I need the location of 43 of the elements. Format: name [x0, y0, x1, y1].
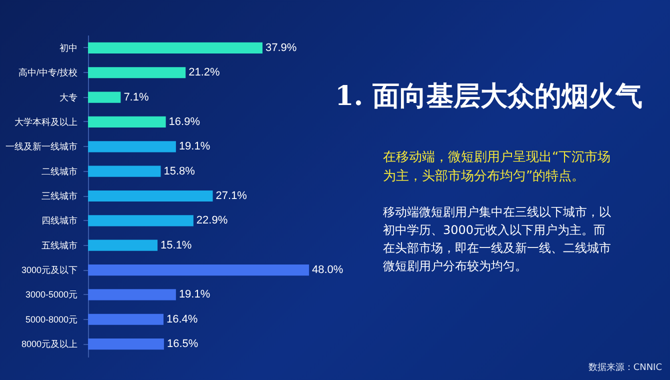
- y-tick-label: 大学本科及以上: [14, 116, 78, 127]
- y-tick-label: 大专: [60, 92, 78, 102]
- data-label: 16.4%: [166, 313, 198, 326]
- y-tick-label: 三线城市: [42, 191, 78, 201]
- data-label: 7.1%: [124, 91, 149, 104]
- data-label: 15.8%: [164, 165, 196, 178]
- bar: [88, 240, 158, 251]
- bar: [88, 314, 164, 325]
- y-tick-label: 3000元及以下: [21, 265, 78, 276]
- y-tick-label: 3000-5000元: [25, 290, 78, 300]
- data-label: 27.1%: [216, 190, 248, 202]
- y-tick-label: 8000元及以上: [21, 339, 78, 350]
- text: 移动端微短剧用户集中在三线以下城市，以初中学历、3000元收入以下用户为主。而在头部市场，即在一线及新一线、二线城市微短剧用户分布较为均匀。: [383, 204, 612, 275]
- data-label: 16.5%: [166, 338, 198, 350]
- bar: [88, 67, 186, 78]
- bar: [88, 92, 121, 103]
- data-label: 16.9%: [168, 116, 200, 128]
- y-tick-label: 二线城市: [42, 166, 78, 176]
- data-label: 15.1%: [160, 239, 192, 252]
- bar: [88, 42, 262, 54]
- data-label: 19.1%: [178, 140, 210, 153]
- data-label: 48.0%: [312, 264, 344, 276]
- bar: [88, 215, 194, 226]
- data-label: 37.9%: [266, 42, 297, 54]
- y-tick-label: 四线城市: [42, 216, 78, 226]
- text: 1. 面向基层大众的烟火气: [335, 80, 643, 114]
- bar: [88, 141, 176, 152]
- bar: [88, 116, 166, 128]
- y-tick-label: 初中: [60, 42, 78, 53]
- y-tick-label: 高中/中专/技校: [18, 68, 78, 78]
- bar: [88, 190, 213, 202]
- y-tick-label: 五线城市: [42, 240, 78, 250]
- bar: [88, 166, 161, 177]
- data-label: 21.2%: [188, 66, 220, 79]
- bar: [88, 289, 176, 300]
- source-note: 数据来源：CNNIC: [588, 362, 662, 374]
- data-label: 19.1%: [178, 288, 210, 301]
- text: 在移动端，微短剧用户呈现出“下沉市场为主，头部市场分布均匀”的特点。: [383, 149, 612, 186]
- bar: [88, 338, 164, 350]
- bar: [88, 264, 309, 276]
- data-label: 22.9%: [196, 214, 228, 227]
- y-tick-label: 5000-8000元: [25, 314, 78, 324]
- y-tick-label: 一线及新一线城市: [6, 142, 78, 152]
